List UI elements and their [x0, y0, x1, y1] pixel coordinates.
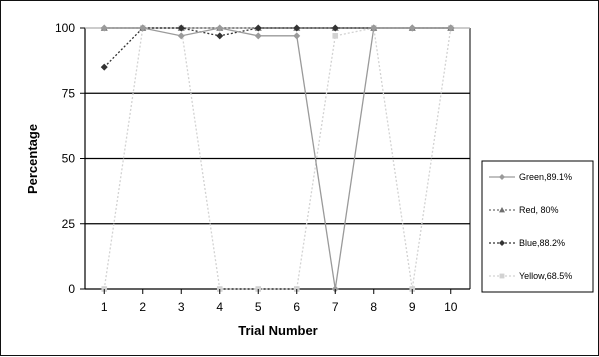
data-point	[177, 32, 185, 40]
x-tick-label: 2	[139, 300, 146, 314]
series-0	[100, 24, 455, 293]
legend-entry: Red, 80%	[489, 205, 559, 215]
data-point	[100, 63, 108, 71]
y-tick-label: 75	[62, 86, 76, 100]
series-line	[104, 27, 451, 290]
legend-entry: Green,89.1%	[489, 172, 572, 182]
legend-label: Yellow,68.5%	[519, 271, 572, 281]
x-axis-title: Trial Number	[238, 323, 317, 338]
data-point	[139, 24, 147, 32]
legend-label: Red, 80%	[519, 205, 559, 215]
y-tick-label: 25	[62, 217, 76, 231]
x-tick-label: 6	[293, 300, 300, 314]
legend-label: Blue,88.2%	[519, 238, 565, 248]
y-tick-label: 0	[68, 282, 75, 296]
y-tick-label: 100	[55, 21, 75, 35]
y-tick-label: 50	[62, 152, 76, 166]
data-point	[408, 24, 416, 32]
legend: Green,89.1% Red, 80% Blue,88.2% Yellow,68.5…	[481, 160, 594, 293]
legend-entry: Blue,88.2%	[489, 238, 565, 248]
x-tick-label: 8	[370, 300, 377, 314]
data-point	[216, 32, 224, 40]
y-axis-title: Percentage	[25, 124, 40, 194]
legend-box	[481, 160, 594, 293]
tick-labels: 0 25 50 75 100 1 2 3 4 5 6 7 8 9 10	[55, 21, 458, 314]
legend-label: Green,89.1%	[519, 172, 572, 182]
data-point	[331, 24, 339, 32]
data-point	[216, 24, 224, 32]
data-point	[293, 24, 301, 32]
x-tick-label: 4	[216, 300, 223, 314]
data-point	[100, 24, 108, 32]
legend-swatch-marker	[499, 273, 505, 279]
data-point	[370, 24, 378, 32]
data-point	[254, 32, 262, 40]
data-point	[177, 24, 185, 32]
x-tick-label: 1	[101, 300, 108, 314]
x-tick-label: 5	[255, 300, 262, 314]
x-tick-label: 7	[332, 300, 339, 314]
x-tick-label: 3	[178, 300, 185, 314]
x-tick-label: 10	[444, 300, 458, 314]
data-point	[254, 24, 262, 32]
legend-entry: Yellow,68.5%	[489, 271, 572, 281]
legend-swatch-marker	[499, 207, 505, 213]
legend-swatch-marker	[499, 174, 505, 180]
x-tick-label: 9	[409, 300, 416, 314]
legend-swatch-marker	[499, 240, 505, 246]
data-point	[447, 24, 455, 32]
data-point	[332, 33, 339, 39]
data-point	[293, 32, 301, 40]
